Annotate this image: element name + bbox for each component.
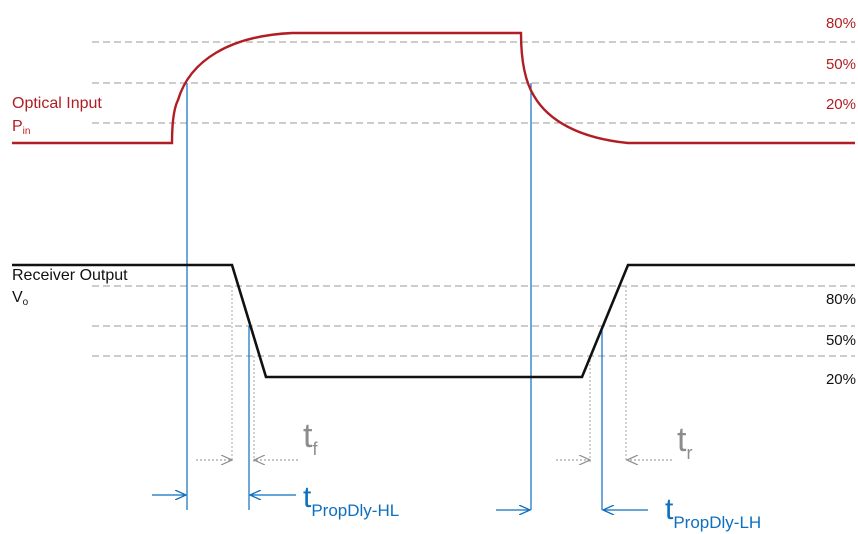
optical-input-label: Optical Input — [12, 95, 102, 112]
propagation-delay-arrows — [152, 495, 648, 510]
optical-threshold-guides — [92, 41, 855, 124]
tf-symbol: t — [303, 417, 313, 455]
output-level-80: 80% — [826, 291, 856, 308]
fall-time-label: tf — [303, 417, 318, 459]
output-symbol-main: V — [12, 289, 23, 306]
optical-input-waveform — [12, 31, 855, 145]
tplh-subscript: PropDly-LH — [673, 513, 761, 532]
optical-symbol-sub: in — [23, 126, 31, 137]
receiver-output-label: Receiver Output — [12, 267, 128, 284]
transition-reference-lines — [231, 286, 627, 462]
tphl-subscript: PropDly-HL — [311, 501, 399, 520]
prop-delay-hl-label: tPropDly-HL — [303, 481, 399, 520]
rise-time-label: tr — [677, 421, 692, 463]
receiver-output-symbol: Vo — [12, 289, 29, 308]
optical-input-symbol: Pin — [12, 118, 30, 137]
delay-reference-lines — [186, 83, 603, 510]
tr-subscript: r — [686, 443, 692, 463]
output-threshold-guides — [92, 285, 855, 357]
output-level-50: 50% — [826, 332, 856, 349]
optical-level-80: 80% — [826, 15, 856, 32]
tplh-symbol: t — [665, 493, 674, 526]
prop-delay-lh-label: tPropDly-LH — [665, 493, 761, 532]
tf-subscript: f — [312, 439, 318, 459]
tr-symbol: t — [677, 421, 687, 459]
receiver-output-waveform — [12, 263, 855, 379]
output-symbol-sub: o — [23, 297, 29, 308]
optical-level-50: 50% — [826, 56, 856, 73]
optical-symbol-main: P — [12, 118, 23, 135]
optical-level-20: 20% — [826, 96, 856, 113]
output-level-20: 20% — [826, 371, 856, 388]
tphl-symbol: t — [303, 481, 312, 514]
